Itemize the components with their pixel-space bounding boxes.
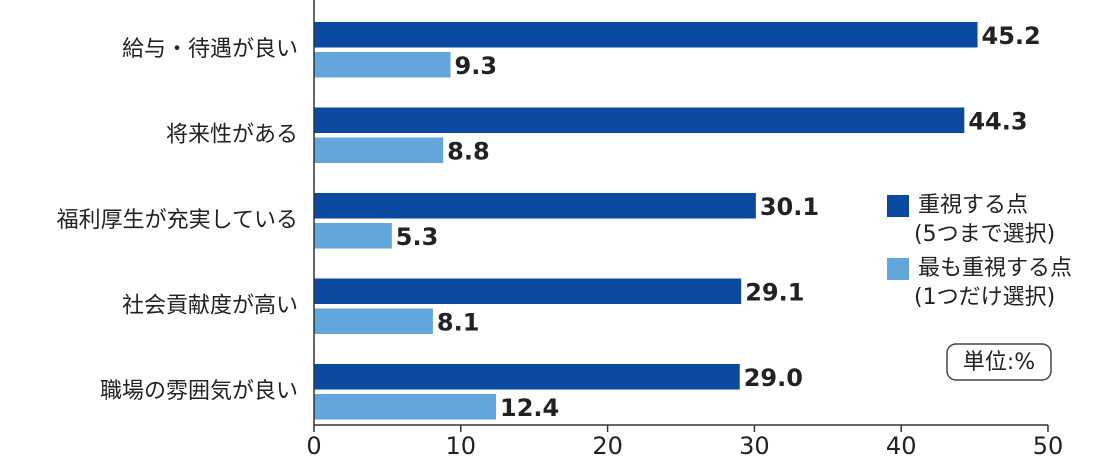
category-label: 給与・待遇が良い <box>122 37 298 62</box>
bar <box>314 308 433 334</box>
value-label: 44.3 <box>968 107 1027 135</box>
value-label: 5.3 <box>396 223 439 251</box>
value-label: 30.1 <box>760 193 819 221</box>
bar <box>314 52 451 78</box>
category-label: 将来性がある <box>166 123 298 148</box>
x-tick-label: 30 <box>739 432 770 460</box>
legend-label: 重視する点 <box>918 193 1028 218</box>
x-tick-label: 40 <box>886 432 917 460</box>
value-label: 8.1 <box>437 308 480 336</box>
bar <box>314 137 444 163</box>
bar <box>314 278 742 304</box>
x-tick-label: 0 <box>306 432 321 460</box>
legend-note: (1つだけ選択) <box>914 285 1055 310</box>
value-label: 29.1 <box>745 278 804 306</box>
value-label: 9.3 <box>455 52 498 80</box>
category-label: 社会貢献度が高い <box>122 294 298 319</box>
unit-box <box>946 343 1052 381</box>
value-label: 45.2 <box>982 22 1041 50</box>
bar <box>314 22 978 48</box>
category-label: 職場の雰囲気が良い <box>100 379 298 404</box>
value-label: 12.4 <box>500 394 559 422</box>
bar <box>314 394 497 420</box>
bar <box>314 193 756 219</box>
x-tick-label: 10 <box>446 432 477 460</box>
bar <box>314 107 965 133</box>
legend-swatch <box>887 195 909 217</box>
x-tick-label: 20 <box>592 432 623 460</box>
legend-swatch <box>887 258 909 280</box>
bar <box>314 364 740 390</box>
value-label: 29.0 <box>744 364 803 392</box>
bar <box>314 223 392 249</box>
value-label: 8.8 <box>447 137 490 165</box>
category-label: 福利厚生が充実している <box>57 208 298 233</box>
x-tick-label: 50 <box>1033 432 1064 460</box>
unit-label: 単位:% <box>963 350 1035 375</box>
legend-label: 最も重視する点 <box>918 256 1072 281</box>
legend-note: (5つまで選択) <box>914 222 1055 247</box>
